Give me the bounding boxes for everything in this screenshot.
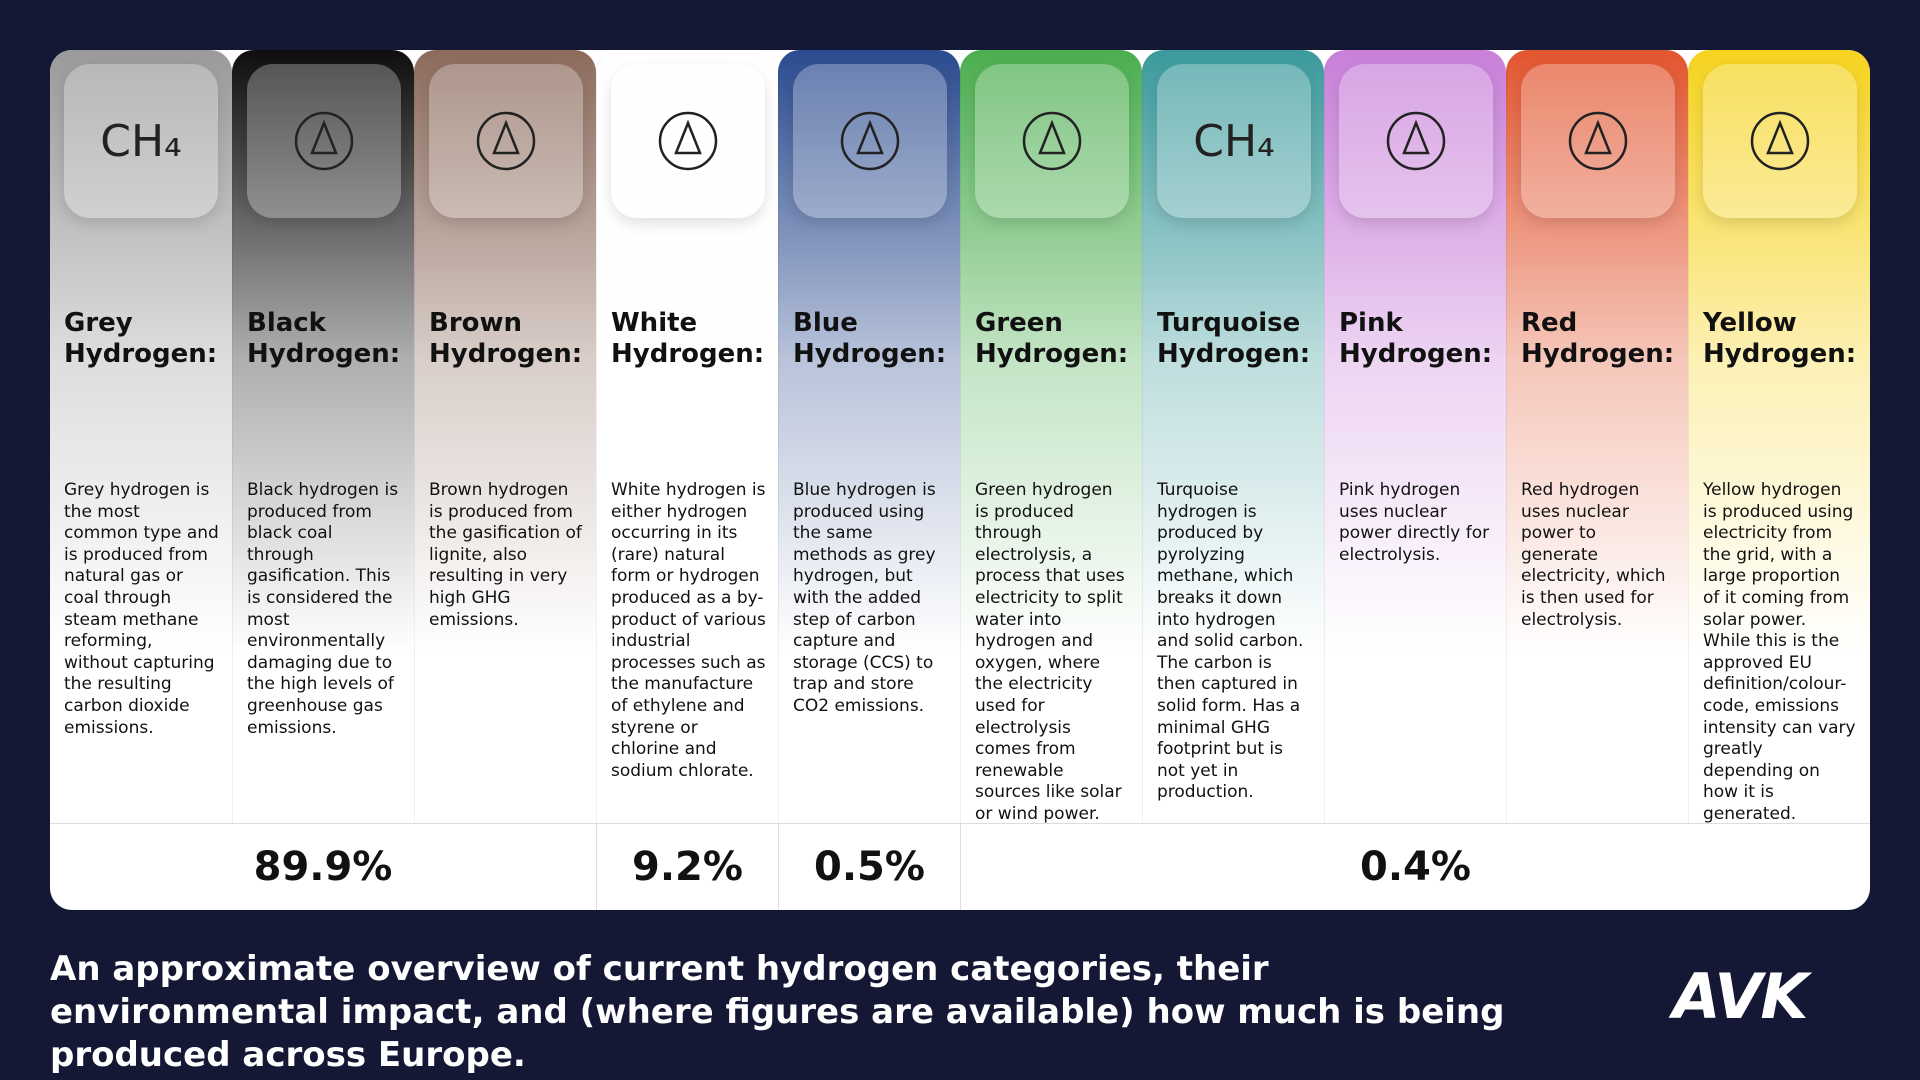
icon-box xyxy=(1703,64,1857,218)
title-line: Hydrogen: xyxy=(975,339,1129,369)
icon-box xyxy=(793,64,947,218)
title-line: Hydrogen: xyxy=(1521,339,1675,369)
title-line: Yellow xyxy=(1703,308,1797,338)
icon xyxy=(1750,111,1810,171)
title-line: Red xyxy=(1521,308,1578,338)
column-title: Black Hydrogen: xyxy=(247,308,400,370)
icon-box xyxy=(429,64,583,218)
title-line: Brown xyxy=(429,308,523,338)
icon xyxy=(840,111,900,171)
column-title: Blue Hydrogen: xyxy=(793,308,946,370)
icon-text: CH₄ xyxy=(100,115,182,167)
hydrogen-column: Yellow Hydrogen: Yellow hydrogen is produc… xyxy=(1688,50,1870,823)
title-line: Hydrogen: xyxy=(247,339,401,369)
column-description: Grey hydrogen is the most common type an… xyxy=(64,480,219,738)
icon-box: CH₄ xyxy=(1157,64,1311,218)
icon xyxy=(658,111,718,171)
icon xyxy=(1568,111,1628,171)
hydrogen-column: White Hydrogen: White hydrogen is either h… xyxy=(596,50,778,823)
hydrogen-column: Brown Hydrogen: Brown hydrogen is produced… xyxy=(414,50,596,823)
title-line: Pink xyxy=(1339,308,1403,338)
column-description: Blue hydrogen is produced using the same… xyxy=(793,480,936,716)
share-value: 89.9% xyxy=(253,844,393,890)
icon-box xyxy=(975,64,1129,218)
title-line: Hydrogen: xyxy=(1703,339,1857,369)
hydrogen-column: Green Hydrogen: Green hydrogen is produced… xyxy=(960,50,1142,823)
icon xyxy=(294,111,354,171)
caption: An approximate overview of current hydro… xyxy=(50,949,1505,1075)
column-description: Brown hydrogen is produced from the gasi… xyxy=(429,480,582,630)
hydrogen-column: Black Hydrogen: Black hydrogen is produced… xyxy=(232,50,414,823)
hydrogen-column: Blue Hydrogen: Blue hydrogen is produced u… xyxy=(778,50,960,823)
logo: AVK xyxy=(1672,960,1809,1033)
icon-box xyxy=(1339,64,1493,218)
hydrogen-column: Red Hydrogen: Red hydrogen uses nuclear po… xyxy=(1506,50,1688,823)
column-title: Turquoise Hydrogen: xyxy=(1157,308,1310,370)
column-description: Pink hydrogen uses nuclear power directl… xyxy=(1339,480,1490,565)
column-description: Red hydrogen uses nuclear power to gener… xyxy=(1521,480,1666,630)
icon-box: CH₄ xyxy=(64,64,218,218)
column-title: Pink Hydrogen: xyxy=(1339,308,1492,370)
hydrogen-column: CH₄ Grey Hydrogen: Grey hydrogen is the mos… xyxy=(50,50,232,823)
column-description: Black hydrogen is produced from black co… xyxy=(247,480,399,738)
infographic-card: CH₄ Grey Hydrogen: Grey hydrogen is the mos… xyxy=(50,50,1870,910)
share-value: 0.4% xyxy=(960,824,1870,910)
share-value: 9.2% xyxy=(596,824,778,910)
column-description: White hydrogen is either hydrogen occurr… xyxy=(611,480,766,781)
icon-box xyxy=(247,64,401,218)
title-line: Hydrogen: xyxy=(793,339,947,369)
hydrogen-column: CH₄ Turquoise Hydrogen: Turquoise hydrogen … xyxy=(1142,50,1324,823)
column-title: Red Hydrogen: xyxy=(1521,308,1674,370)
shares-row: 89.9% 9.2% 0.5% 0.4% xyxy=(50,823,1870,910)
columns: CH₄ Grey Hydrogen: Grey hydrogen is the mos… xyxy=(50,50,1870,823)
column-title: Grey Hydrogen: xyxy=(64,308,217,370)
icon xyxy=(476,111,536,171)
column-description: Turquoise hydrogen is produced by pyroly… xyxy=(1157,480,1304,803)
share-value: 0.5% xyxy=(778,824,960,910)
icon-box xyxy=(1521,64,1675,218)
hydrogen-column: Pink Hydrogen: Pink hydrogen uses nuclear … xyxy=(1324,50,1506,823)
column-title: Green Hydrogen: xyxy=(975,308,1128,370)
icon-box xyxy=(611,64,765,218)
title-line: Hydrogen: xyxy=(611,339,765,369)
column-title: Brown Hydrogen: xyxy=(429,308,582,370)
column-title: Yellow Hydrogen: xyxy=(1703,308,1856,370)
title-line: Blue xyxy=(793,308,858,338)
title-line: Hydrogen: xyxy=(1339,339,1493,369)
column-description: Green hydrogen is produced through elect… xyxy=(975,480,1125,823)
title-line: Hydrogen: xyxy=(64,339,218,369)
icon xyxy=(1022,111,1082,171)
column-description: Yellow hydrogen is produced using electr… xyxy=(1703,480,1856,823)
title-line: Turquoise xyxy=(1157,308,1301,338)
title-line: Hydrogen: xyxy=(1157,339,1311,369)
title-line: White xyxy=(611,308,698,338)
title-line: Black xyxy=(247,308,326,338)
icon-text: CH₄ xyxy=(1193,115,1275,167)
icon xyxy=(1386,111,1446,171)
title-line: Hydrogen: xyxy=(429,339,583,369)
column-title: White Hydrogen: xyxy=(611,308,764,370)
title-line: Grey xyxy=(64,308,133,338)
title-line: Green xyxy=(975,308,1063,338)
